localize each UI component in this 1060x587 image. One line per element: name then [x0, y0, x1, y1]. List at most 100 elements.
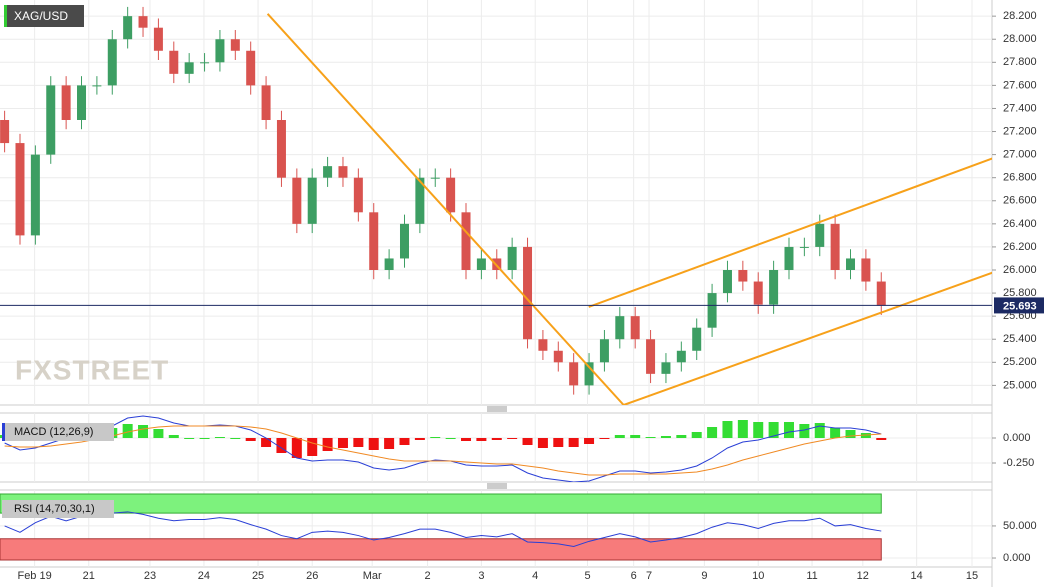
candle-body [77, 85, 87, 120]
indicator-box [2, 500, 114, 518]
histogram-bar [153, 429, 164, 438]
candle-body [646, 339, 656, 374]
candle-body [415, 177, 425, 224]
histogram-bar [368, 438, 379, 450]
histogram-bar [507, 438, 518, 439]
candle-body [738, 270, 748, 282]
histogram-bar [753, 422, 764, 438]
candle-body [461, 212, 471, 270]
indicator-line [4, 511, 882, 547]
overbought-zone [0, 493, 882, 514]
candle-body [399, 223, 409, 259]
title-box [4, 5, 84, 27]
histogram-bar [830, 428, 841, 438]
trendline [266, 13, 625, 405]
y-tick-label: 0.000 [1003, 432, 1031, 444]
indicator-title: RSI (14,70,30,1) [14, 503, 95, 515]
histogram-bar [430, 437, 441, 438]
histogram-bar [214, 437, 225, 438]
histogram-bar [199, 438, 210, 439]
indicator-box [2, 423, 114, 441]
y-tick-label: 25.400 [1003, 333, 1037, 345]
x-tick-label: 15 [966, 570, 978, 582]
histogram-bar [307, 438, 318, 456]
histogram-bar [537, 438, 548, 448]
candle-body [246, 50, 256, 86]
candle-body [261, 85, 271, 120]
y-tick-label: 25.800 [1003, 287, 1037, 299]
x-tick-label: 23 [144, 570, 156, 582]
x-tick-label: 9 [701, 570, 707, 582]
x-tick-label: 14 [911, 570, 923, 582]
histogram-bar [722, 421, 733, 438]
candle-body [707, 293, 717, 328]
histogram-bar [491, 438, 502, 440]
candle-body [92, 85, 102, 87]
histogram-bar [522, 438, 533, 445]
candle-body [292, 177, 302, 224]
candle-body [153, 27, 163, 51]
candle-body [30, 154, 40, 236]
histogram-bar [230, 438, 241, 439]
candle-body [830, 223, 840, 270]
y-tick-label: 26.400 [1003, 218, 1037, 230]
candle-body [861, 258, 871, 282]
candle-body [722, 270, 732, 294]
y-tick-label: 50.000 [1003, 520, 1037, 532]
histogram-bar [414, 438, 425, 440]
y-tick-label: 27.400 [1003, 102, 1037, 114]
x-tick-label: 21 [83, 570, 95, 582]
y-tick-label: 26.600 [1003, 195, 1037, 207]
indicator-line [4, 425, 882, 476]
candle-body [676, 350, 686, 363]
histogram-bar [138, 425, 149, 438]
histogram-bar [568, 438, 579, 447]
candle-body [769, 270, 779, 305]
histogram-bar [245, 438, 256, 441]
histogram-bar [814, 423, 825, 438]
candle-body [538, 339, 548, 351]
resize-handle[interactable] [487, 483, 507, 489]
oversold-zone [0, 538, 882, 561]
panel [0, 490, 992, 567]
histogram-bar [783, 422, 794, 438]
histogram-bar [384, 438, 395, 449]
x-tick-label: 12 [857, 570, 869, 582]
candle-body [507, 246, 517, 270]
candle-body [169, 50, 179, 74]
candle-body [46, 85, 56, 155]
candle-body [215, 39, 225, 63]
histogram-bar [584, 438, 595, 444]
histogram-bar [337, 438, 348, 448]
histogram-bar [476, 438, 487, 441]
x-tick-label: 4 [532, 570, 538, 582]
histogram-bar [445, 438, 456, 439]
resize-handle[interactable] [487, 406, 507, 412]
candle-body [753, 281, 763, 305]
trendline [588, 157, 992, 308]
candle-body [61, 85, 71, 120]
y-tick-label: 27.200 [1003, 125, 1037, 137]
candle-body [276, 120, 286, 178]
x-tick-label: 2 [424, 570, 430, 582]
x-tick-label: 5 [584, 570, 590, 582]
candle-body [369, 212, 379, 270]
candle-body [799, 246, 809, 248]
y-tick-label: 0.000 [1003, 552, 1031, 564]
y-tick-label: 27.800 [1003, 56, 1037, 68]
y-tick-label: 28.200 [1003, 10, 1037, 22]
histogram-bar [276, 438, 287, 453]
indicator-title: MACD (12,26,9) [14, 426, 93, 438]
candle-body [630, 316, 640, 340]
histogram-bar [122, 424, 133, 438]
candle-body [0, 120, 10, 144]
histogram-bar [676, 435, 687, 438]
histogram-bar [660, 436, 671, 438]
candle-body [123, 16, 133, 40]
x-tick-label: 7 [646, 570, 652, 582]
candle-body [430, 177, 440, 179]
candle-body [476, 258, 486, 270]
y-tick-label: 25.200 [1003, 356, 1037, 368]
candle-body [815, 223, 825, 247]
